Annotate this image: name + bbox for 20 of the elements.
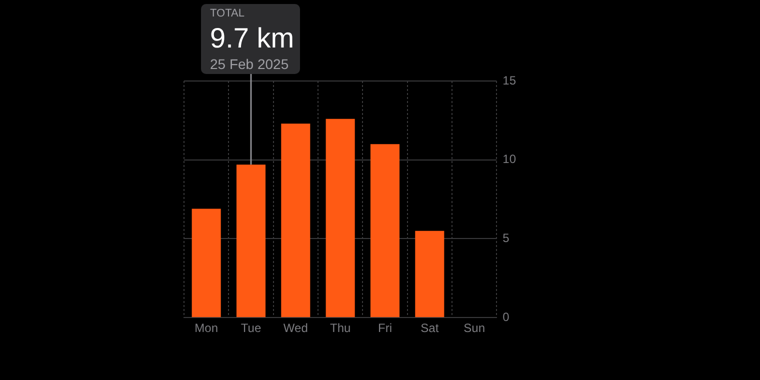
y-tick-label: 0	[502, 310, 510, 324]
x-tick-label: Sat	[420, 321, 440, 336]
y-tick-label: 5	[502, 231, 510, 246]
x-tick-label: Thu	[330, 321, 351, 336]
bar	[370, 144, 400, 318]
bar	[192, 208, 221, 318]
bar	[281, 124, 310, 318]
text: TOTAL	[210, 8, 244, 20]
x-tick-label: Sun	[464, 321, 485, 336]
x-tick-label: Tue	[240, 321, 262, 336]
bar	[236, 164, 266, 318]
x-tick-label: Wed	[283, 321, 308, 336]
x-tick-label: Mon	[194, 321, 218, 336]
x-tick-label: Fri	[378, 321, 392, 336]
text: 25 Feb 2025	[210, 56, 289, 72]
bar	[326, 118, 355, 318]
y-tick-label: 15	[502, 73, 516, 88]
y-tick-label: 10	[502, 152, 516, 166]
bar	[415, 230, 444, 318]
annotation: 9.7 km	[210, 22, 294, 54]
